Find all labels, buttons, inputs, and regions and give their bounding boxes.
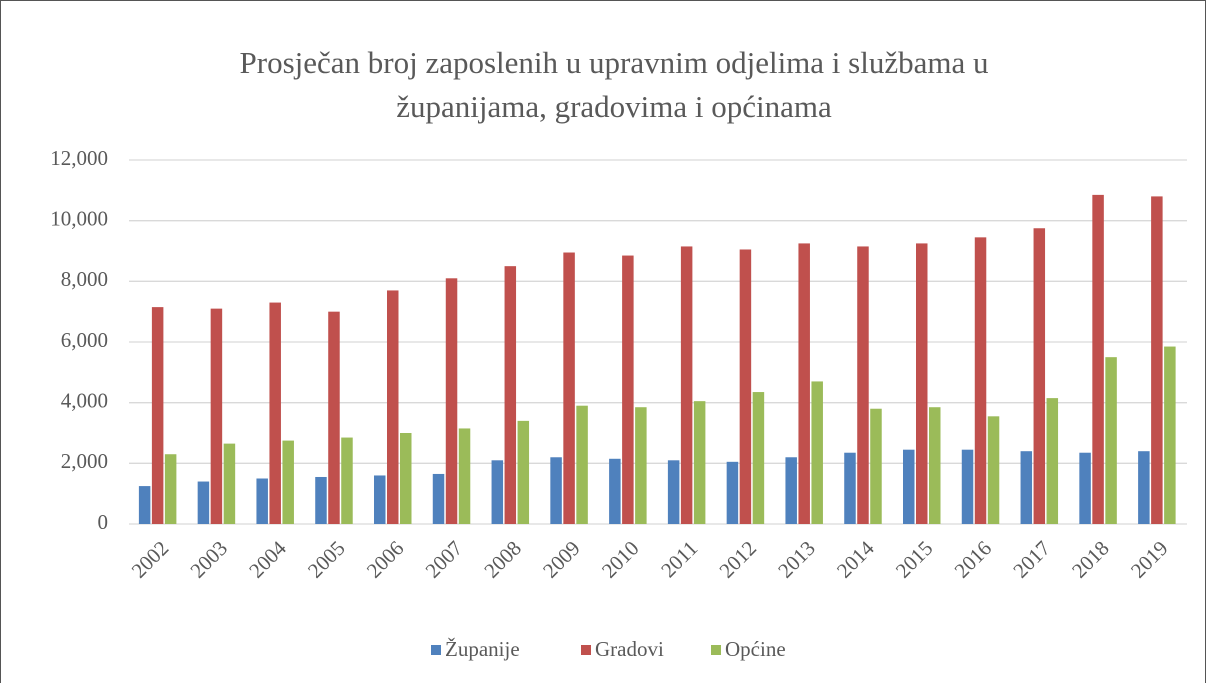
- bar: [1046, 398, 1059, 524]
- bar: [693, 401, 706, 524]
- y-tick-label: 6,000: [61, 328, 108, 352]
- bar: [387, 290, 399, 524]
- x-tick-label: 2013: [773, 536, 820, 583]
- bar: [432, 473, 445, 524]
- bar: [517, 420, 530, 524]
- bar: [961, 449, 974, 524]
- bar: [622, 255, 634, 525]
- bar: [282, 440, 294, 524]
- bar: [903, 449, 915, 524]
- bar: [974, 237, 987, 524]
- x-tick-label: 2015: [891, 536, 938, 583]
- bar: [164, 454, 177, 524]
- bar: [550, 457, 562, 524]
- bar: [1020, 451, 1033, 524]
- x-tick-label: 2009: [538, 536, 585, 583]
- x-tick-label: 2006: [362, 536, 409, 583]
- legend-swatch: [711, 645, 721, 655]
- x-tick-label: 2012: [714, 536, 761, 583]
- bar: [491, 460, 504, 524]
- bar: [445, 278, 458, 524]
- bar: [374, 475, 386, 524]
- bar: [798, 243, 810, 524]
- bar: [151, 307, 164, 524]
- bar: [1138, 451, 1150, 524]
- x-tick-label: 2007: [421, 536, 468, 583]
- x-tick-label: 2003: [185, 536, 232, 583]
- bar: [576, 405, 588, 524]
- legend-label: Županije: [445, 637, 520, 661]
- legend-swatch: [431, 645, 441, 655]
- legend-swatch: [581, 645, 591, 655]
- bar: [504, 266, 517, 524]
- x-tick-label: 2017: [1008, 536, 1055, 583]
- y-tick-label: 8,000: [61, 267, 108, 291]
- x-tick-label: 2014: [832, 536, 879, 583]
- bar: [785, 457, 797, 524]
- bar: [197, 481, 210, 524]
- x-tick-label: 2008: [479, 536, 526, 583]
- legend-label: Općine: [725, 637, 786, 661]
- bar: [328, 311, 340, 524]
- x-tick-label: 2002: [127, 536, 174, 583]
- y-tick-label: 4,000: [61, 388, 108, 412]
- bar: [667, 460, 680, 524]
- bar: [1105, 357, 1117, 524]
- bar: [609, 458, 621, 524]
- bar: [223, 443, 236, 524]
- bar: [315, 476, 327, 524]
- y-tick-label: 0: [98, 510, 109, 534]
- bar: [256, 478, 268, 524]
- bar: [1151, 196, 1163, 524]
- bar: [857, 246, 869, 524]
- x-tick-label: 2005: [303, 536, 350, 583]
- bar: [929, 407, 941, 524]
- chart-title: Prosječan broj zaposlenih u upravnim odj…: [239, 45, 989, 124]
- bar: [269, 302, 281, 524]
- y-tick-label: 2,000: [61, 449, 108, 473]
- bar: [1079, 452, 1091, 524]
- bar: [1092, 194, 1104, 524]
- bar: [870, 408, 882, 524]
- bar: [726, 461, 739, 524]
- bar: [739, 249, 752, 524]
- x-tick-label: 2011: [656, 536, 702, 582]
- bar: [458, 428, 471, 524]
- bar: [138, 486, 151, 524]
- bar: [916, 243, 928, 524]
- legend-label: Gradovi: [595, 637, 664, 661]
- bar: [987, 416, 1000, 524]
- y-tick-label: 10,000: [50, 206, 108, 230]
- y-tick-label: 12,000: [50, 146, 108, 170]
- bar: [844, 452, 856, 524]
- bar: [210, 308, 223, 524]
- bar: [341, 437, 353, 524]
- bar: [400, 433, 412, 524]
- x-tick-label: 2018: [1067, 536, 1114, 583]
- bar: [680, 246, 693, 524]
- bar: [1033, 228, 1046, 524]
- bar: [752, 392, 765, 524]
- bar: [811, 381, 823, 524]
- x-tick-label: 2019: [1126, 536, 1173, 583]
- x-tick-label: 2004: [244, 536, 291, 583]
- bar: [563, 252, 575, 524]
- bar: [1164, 346, 1176, 524]
- x-tick-label: 2016: [950, 536, 997, 583]
- bar: [635, 407, 647, 524]
- x-tick-label: 2010: [597, 536, 644, 583]
